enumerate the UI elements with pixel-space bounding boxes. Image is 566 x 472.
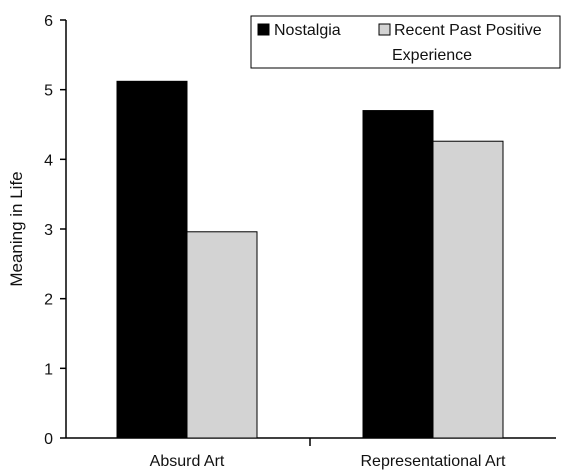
legend-label-recent-past-positive-line1: Recent Past Positive bbox=[394, 22, 542, 39]
y-tick-label-2: 2 bbox=[44, 292, 53, 309]
y-axis-title: Meaning in Life bbox=[7, 171, 26, 286]
y-tick-label-0: 0 bbox=[44, 431, 53, 448]
x-category-label-representational-art: Representational Art bbox=[361, 453, 507, 470]
legend-swatch-nostalgia bbox=[257, 23, 270, 36]
legend: Nostalgia Recent Past Positive Experienc… bbox=[250, 15, 561, 69]
legend-swatch-recent-past-positive bbox=[378, 23, 391, 36]
legend-box bbox=[250, 15, 561, 69]
bar-series-group bbox=[116, 80, 504, 439]
bar-recent-past-positive-experience-representational-art bbox=[432, 140, 504, 439]
legend-label-nostalgia: Nostalgia bbox=[274, 22, 341, 39]
bar-recent-past-positive-experience-absurd-art bbox=[186, 231, 258, 439]
x-category-label-absurd-art: Absurd Art bbox=[150, 453, 225, 470]
y-tick-label-6: 6 bbox=[44, 13, 53, 30]
y-tick-label-3: 3 bbox=[44, 222, 53, 239]
bar-nostalgia-representational-art bbox=[362, 110, 434, 439]
y-tick-label-1: 1 bbox=[44, 361, 53, 378]
y-axis-ticks: 0 1 2 3 4 5 6 bbox=[44, 13, 66, 448]
y-tick-label-5: 5 bbox=[44, 83, 53, 100]
bar-nostalgia-absurd-art bbox=[116, 80, 188, 439]
legend-label-recent-past-positive-line2: Experience bbox=[392, 47, 472, 64]
y-tick-label-4: 4 bbox=[44, 152, 53, 169]
